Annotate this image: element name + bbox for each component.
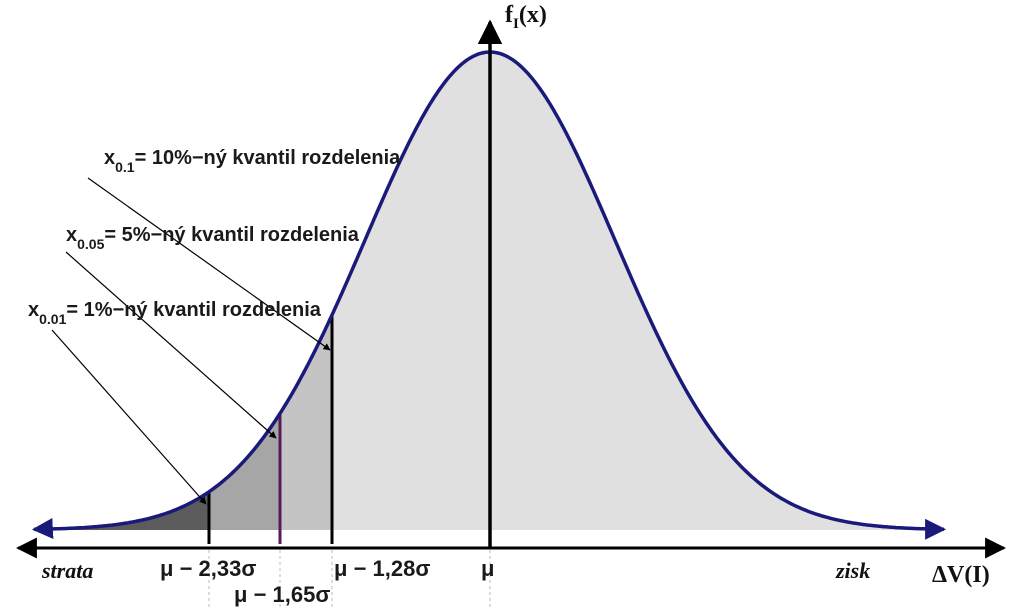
tail-area-5-percent (34, 413, 280, 530)
tick-label-mu-233: μ − 2,33σ (160, 556, 256, 581)
tick-label-mu-165: μ − 1,65σ (234, 582, 330, 607)
annotation-1-percent: x0.01= 1%−ný kvantil rozdelenia (28, 299, 322, 327)
left-word-strata: strata (41, 558, 93, 583)
tick-guides (208, 550, 491, 610)
right-word-zisk: zisk (835, 558, 870, 583)
tail-area-10-percent (34, 315, 332, 530)
x-axis-label: ΔV(I) (932, 562, 990, 588)
tick-label-mu: μ (481, 556, 494, 581)
tick-label-mu-128: μ − 1,28σ (334, 556, 430, 581)
annotation-5-percent: x0.05= 5%−ný kvantil rozdelenia (66, 224, 360, 252)
y-axis-label: fI(x) (505, 2, 547, 32)
annotation-10-percent: x0.1= 10%−ný kvantil rozdelenia (104, 147, 401, 175)
annotation-leaders (51, 177, 331, 505)
